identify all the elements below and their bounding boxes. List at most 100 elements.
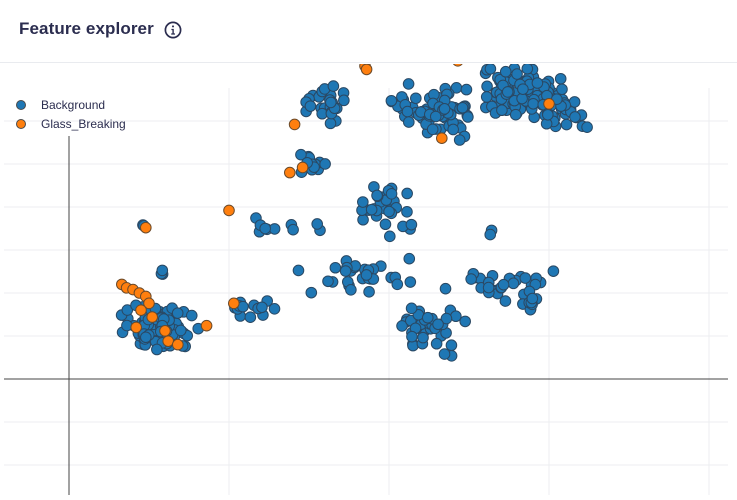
legend-item-background[interactable]: Background xyxy=(16,95,126,114)
panel-header: Feature explorer xyxy=(0,0,737,63)
info-circle-icon[interactable] xyxy=(164,21,182,39)
scatter-point-background xyxy=(357,196,369,208)
scatter-point-background xyxy=(560,118,573,131)
scatter-point-background xyxy=(379,218,392,231)
scatter-point-background xyxy=(401,206,413,218)
grid-lines xyxy=(4,88,728,495)
scatter-point-background xyxy=(480,91,493,103)
scatter-point-background xyxy=(482,281,495,294)
scatter-point-background xyxy=(259,222,271,235)
scatter-point-background xyxy=(429,110,442,123)
scatter-point-background xyxy=(304,100,317,112)
scatter-point-glass-breaking xyxy=(288,118,301,131)
scatter-point-background xyxy=(401,187,413,200)
scatter-point-background xyxy=(406,330,418,343)
scatter-point-background xyxy=(329,261,342,274)
scatter-point-glass-breaking xyxy=(200,319,213,332)
scatter-point-background xyxy=(440,312,453,325)
scatter-point-background xyxy=(363,286,375,298)
scatter-point-background xyxy=(383,230,396,243)
scatter-point-background xyxy=(292,264,305,277)
scatter-point-background xyxy=(430,337,443,350)
scatter-point-background xyxy=(554,72,567,85)
scatter-point-background xyxy=(542,108,554,121)
scatter-point-background xyxy=(459,315,471,328)
scatter-point-background xyxy=(327,80,340,92)
scatter-point-background xyxy=(244,311,257,323)
scatter-point-background xyxy=(371,189,383,202)
scatter-point-background xyxy=(357,213,369,226)
scatter-point-background xyxy=(171,307,184,319)
scatter-point-background xyxy=(465,273,477,285)
background-series xyxy=(115,62,593,362)
scatter-point-glass-breaking xyxy=(360,63,373,76)
scatter-point-glass-breaking xyxy=(162,335,174,347)
legend: Background Glass_Breaking xyxy=(16,95,126,133)
scatter-point-glass-breaking xyxy=(436,132,448,144)
scatter-point-glass-breaking xyxy=(543,98,555,110)
scatter-point-background xyxy=(404,276,417,288)
legend-swatch-glass-breaking xyxy=(16,118,26,129)
scatter-point-background xyxy=(311,218,323,230)
scatter-point-background xyxy=(338,94,350,107)
scatter-point-glass-breaking xyxy=(135,304,147,317)
scatter-point-background xyxy=(453,134,466,146)
scatter-point-glass-breaking xyxy=(146,311,158,323)
scatter-point-background xyxy=(507,277,520,290)
scatter-point-background xyxy=(405,218,418,231)
scatter-point-background xyxy=(151,343,163,356)
scatter-point-background xyxy=(295,148,307,161)
scatter-point-background xyxy=(140,331,152,344)
legend-item-glass-breaking[interactable]: Glass_Breaking xyxy=(16,114,126,133)
scatter-point-background xyxy=(426,123,439,136)
scatter-point-glass-breaking xyxy=(284,166,296,179)
scatter-point-glass-breaking xyxy=(223,204,235,217)
scatter-point-background xyxy=(405,302,418,315)
scatter-point-background xyxy=(460,83,473,96)
scatter-point-background xyxy=(526,292,539,305)
scatter-point-background xyxy=(462,111,474,123)
scatter-point-background xyxy=(391,278,404,291)
scatter-plot-svg[interactable] xyxy=(0,5,737,495)
scatter-point-background xyxy=(519,272,532,284)
scatter-point-background xyxy=(319,158,331,170)
scatter-point-glass-breaking xyxy=(143,297,155,310)
page-title: Feature explorer xyxy=(19,19,154,38)
scatter-point-background xyxy=(445,339,458,352)
scatter-point-background xyxy=(501,86,514,98)
scatter-point-background xyxy=(174,324,187,337)
scatter-point-background xyxy=(417,331,429,344)
scatter-point-glass-breaking xyxy=(228,297,240,310)
scatter-point-background xyxy=(421,311,434,324)
scatter-point-background xyxy=(360,269,373,281)
scatter-point-background xyxy=(345,283,357,296)
scatter-point-background xyxy=(569,111,581,123)
scatter-point-background xyxy=(325,96,337,109)
scatter-point-background xyxy=(396,320,408,332)
scatter-point-background xyxy=(365,203,378,216)
scatter-point-background xyxy=(484,63,497,75)
scatter-point-background xyxy=(185,309,198,322)
legend-swatch-background xyxy=(16,99,26,110)
scatter-point-background xyxy=(401,105,414,118)
scatter-point-background xyxy=(324,117,337,130)
scatter-point-background xyxy=(547,265,560,277)
scatter-point-background xyxy=(385,188,398,200)
scatter-plot[interactable] xyxy=(0,5,737,495)
scatter-point-background xyxy=(447,123,459,136)
scatter-point-background xyxy=(531,77,544,89)
scatter-point-background xyxy=(156,264,169,277)
scatter-point-background xyxy=(496,104,508,117)
scatter-point-glass-breaking xyxy=(452,55,464,67)
scatter-point-background xyxy=(521,62,534,75)
scatter-point-background xyxy=(385,94,398,107)
scatter-point-background xyxy=(581,121,593,133)
scatter-point-background xyxy=(511,68,523,80)
scatter-point-background xyxy=(438,348,451,360)
legend-label-glass-breaking: Glass_Breaking xyxy=(41,116,126,131)
scatter-point-glass-breaking xyxy=(296,161,309,174)
scatter-point-background xyxy=(403,116,415,128)
scatter-point-background xyxy=(438,103,451,115)
scatter-point-background xyxy=(287,223,299,236)
scatter-point-background xyxy=(556,83,568,96)
